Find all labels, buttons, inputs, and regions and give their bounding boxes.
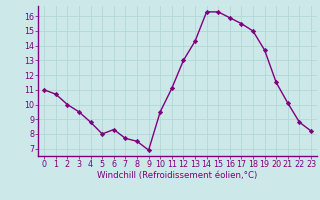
- X-axis label: Windchill (Refroidissement éolien,°C): Windchill (Refroidissement éolien,°C): [98, 171, 258, 180]
